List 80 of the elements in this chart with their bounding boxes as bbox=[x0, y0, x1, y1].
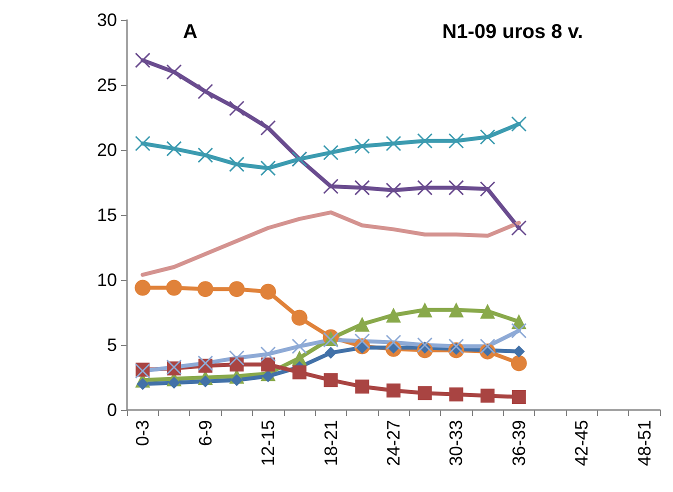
point bbox=[134, 280, 151, 296]
point bbox=[417, 133, 433, 149]
y-tick-label: 30 bbox=[96, 10, 117, 30]
point bbox=[197, 281, 214, 298]
point bbox=[199, 375, 212, 388]
y-tick-label: 5 bbox=[106, 335, 117, 355]
point bbox=[355, 380, 370, 394]
point bbox=[354, 138, 370, 154]
point bbox=[198, 147, 214, 163]
point bbox=[228, 156, 244, 172]
point bbox=[168, 376, 180, 389]
annotation: A bbox=[183, 21, 198, 43]
point bbox=[134, 52, 150, 68]
x-tick-label: 36-39 bbox=[508, 420, 529, 466]
y-tick-label: 10 bbox=[96, 270, 117, 290]
point bbox=[228, 350, 244, 366]
point bbox=[512, 390, 526, 404]
point bbox=[511, 322, 527, 338]
point bbox=[480, 181, 496, 197]
point bbox=[511, 220, 527, 236]
point bbox=[448, 133, 464, 149]
point bbox=[354, 333, 370, 349]
point bbox=[260, 346, 276, 362]
point bbox=[354, 316, 370, 332]
point bbox=[417, 302, 432, 318]
point bbox=[166, 64, 182, 80]
y-tick-label: 15 bbox=[96, 205, 117, 225]
point bbox=[291, 310, 308, 326]
point bbox=[261, 358, 276, 372]
point bbox=[324, 346, 337, 359]
x-tick-label: 30-33 bbox=[446, 420, 466, 466]
point bbox=[134, 136, 150, 152]
point bbox=[230, 374, 243, 386]
point bbox=[166, 140, 182, 156]
point bbox=[480, 129, 496, 145]
point bbox=[480, 338, 496, 354]
x-tick-label: 12-15 bbox=[258, 420, 278, 466]
point bbox=[448, 302, 464, 318]
point bbox=[448, 338, 464, 354]
point bbox=[448, 180, 464, 196]
point bbox=[262, 370, 274, 382]
point bbox=[228, 100, 244, 116]
x-tick-label: 42-45 bbox=[572, 420, 592, 466]
point bbox=[260, 120, 276, 136]
x-tick-label: 0-3 bbox=[132, 420, 153, 446]
point bbox=[292, 338, 308, 354]
x-tick-label: 18-21 bbox=[320, 420, 341, 466]
point bbox=[198, 355, 214, 371]
point bbox=[136, 378, 149, 390]
point bbox=[386, 308, 401, 323]
point bbox=[323, 178, 339, 194]
x-tick-label: 24-27 bbox=[384, 420, 404, 466]
point bbox=[386, 182, 402, 198]
point bbox=[260, 284, 276, 300]
y-tick-label: 20 bbox=[96, 140, 117, 160]
point bbox=[354, 180, 370, 196]
y-tick-label: 25 bbox=[96, 75, 117, 95]
chart-title: N1-09 uros 8 v. bbox=[442, 21, 584, 43]
point bbox=[417, 180, 433, 196]
point bbox=[480, 304, 496, 319]
point bbox=[449, 387, 464, 402]
point bbox=[292, 365, 306, 380]
point bbox=[386, 136, 402, 152]
point bbox=[323, 144, 339, 160]
point bbox=[386, 334, 402, 350]
x-tick-label: 6-9 bbox=[195, 420, 216, 446]
point bbox=[418, 386, 432, 400]
point bbox=[260, 160, 276, 176]
point bbox=[228, 281, 245, 298]
line-series bbox=[140, 210, 521, 277]
point bbox=[198, 84, 214, 100]
point bbox=[511, 116, 527, 132]
point bbox=[324, 373, 338, 388]
point bbox=[480, 388, 495, 403]
point bbox=[510, 355, 527, 372]
point bbox=[386, 384, 400, 398]
point bbox=[417, 337, 433, 353]
y-tick-label: 0 bbox=[106, 400, 117, 420]
x-tick-label: 48-51 bbox=[634, 420, 654, 466]
point bbox=[166, 280, 182, 296]
